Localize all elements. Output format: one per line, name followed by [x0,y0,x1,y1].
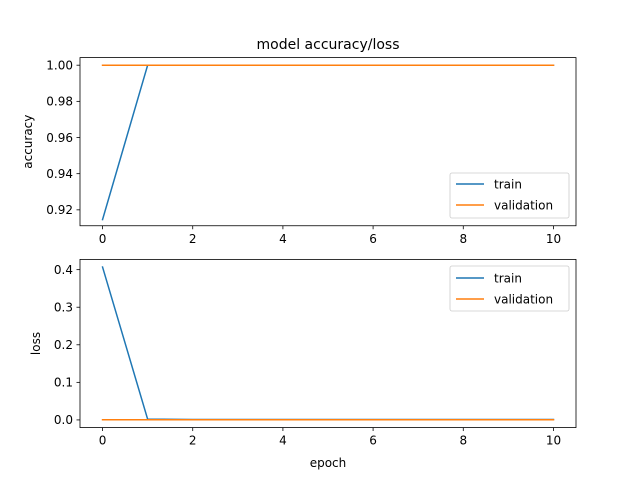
accuracy-x-tick-label: 6 [369,232,377,246]
loss-y-tick-label: 0.4 [54,263,73,277]
accuracy-y-tick-label: 0.98 [46,95,73,109]
loss-legend-validation-label: validation [494,293,553,307]
accuracy-panel: 0 2 4 6 8 10 0.92 0.94 0.96 0.98 1.00 accuracy tra… [21,57,577,246]
loss-legend: train validation [449,265,570,312]
accuracy-y-tick-label: 1.00 [46,58,73,72]
loss-x-tick-label: 4 [279,434,287,448]
loss-series-group [101,266,555,421]
loss-panel: 0 2 4 6 8 10 0.0 0.1 0.2 0.3 0.4 loss epoch train … [29,258,577,470]
accuracy-ticks-group: 0 2 4 6 8 10 0.92 0.94 0.96 0.98 1.00 [46,58,561,245]
loss-x-tick-label: 10 [546,434,561,448]
loss-axes-frame [79,258,577,428]
loss-x-tick-label: 6 [369,434,377,448]
accuracy-series-group [101,64,555,221]
chart-title: model accuracy/loss [257,37,400,53]
accuracy-legend-validation-label: validation [494,199,553,213]
accuracy-x-tick-label: 0 [99,232,107,246]
loss-y-tick-label: 0.3 [54,301,73,315]
loss-x-axis-label: epoch [310,456,347,470]
loss-x-tick-label: 8 [459,434,467,448]
accuracy-legend-train-label: train [494,178,522,192]
loss-y-tick-label: 0.0 [54,413,73,427]
accuracy-x-tick-label: 2 [189,232,197,246]
loss-x-tick-label: 0 [99,434,107,448]
accuracy-y-axis-label: accuracy [21,115,35,169]
loss-x-tick-label: 2 [189,434,197,448]
accuracy-x-tick-label: 8 [459,232,467,246]
accuracy-axes-frame [79,57,577,227]
loss-y-axis-label: loss [29,332,43,355]
accuracy-legend: train validation [449,172,570,219]
loss-y-tick-label: 0.2 [54,338,73,352]
accuracy-x-tick-label: 4 [279,232,287,246]
accuracy-y-tick-label: 0.96 [46,131,73,145]
accuracy-x-tick-label: 10 [546,232,561,246]
loss-y-tick-label: 0.1 [54,376,73,390]
accuracy-y-tick-label: 0.94 [46,167,73,181]
loss-legend-train-label: train [494,272,522,286]
loss-ticks-group: 0 2 4 6 8 10 0.0 0.1 0.2 0.3 0.4 [54,263,561,448]
accuracy-y-tick-label: 0.92 [46,203,73,217]
